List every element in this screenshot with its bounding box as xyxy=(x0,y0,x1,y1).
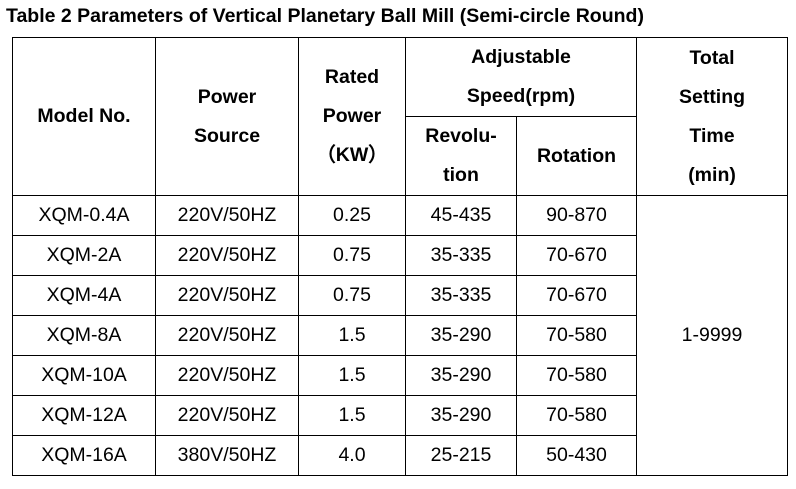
table-row: XQM-2A 220V/50HZ 0.75 35-335 70-670 xyxy=(12,235,788,276)
cell-rated-power: 0.25 xyxy=(298,195,406,236)
cell-rated-power: 0.75 xyxy=(298,235,406,276)
cell-power-source: 220V/50HZ xyxy=(155,235,299,276)
cell-power-source: 220V/50HZ xyxy=(155,275,299,316)
cell-model: XQM-8A xyxy=(12,315,156,356)
cell-model: XQM-16A xyxy=(12,435,156,476)
header-power-source-line: Power xyxy=(197,85,257,108)
table-row: XQM-4A 220V/50HZ 0.75 35-335 70-670 xyxy=(12,275,788,316)
header-total-setting-time: Total Setting Time (min) xyxy=(636,37,789,196)
cell-model: XQM-2A xyxy=(12,235,156,276)
header-rated-power: Rated Power （KW） xyxy=(298,37,406,196)
cell-rated-power: 0.75 xyxy=(298,275,406,316)
header-total-time-line: (min) xyxy=(688,163,736,186)
cell-revolution: 35-335 xyxy=(405,235,517,276)
header-adjustable-speed-line: Speed(rpm) xyxy=(466,85,576,107)
cell-rotation: 70-580 xyxy=(515,395,638,436)
header-power-source: Power Source xyxy=(155,37,299,196)
header-total-time-line: Time xyxy=(689,124,735,147)
cell-rotation: 70-670 xyxy=(515,235,638,276)
header-rated-power-line: Power xyxy=(322,105,382,127)
cell-rotation: 70-580 xyxy=(515,355,638,396)
table-row: XQM-8A 220V/50HZ 1.5 35-290 70-580 xyxy=(12,315,788,356)
cell-revolution: 35-290 xyxy=(405,355,517,396)
cell-power-source: 220V/50HZ xyxy=(155,315,299,356)
table-title: Table 2 Parameters of Vertical Planetary… xyxy=(6,5,644,27)
cell-model: XQM-10A xyxy=(12,355,156,396)
cell-rotation: 70-580 xyxy=(515,315,638,356)
cell-revolution: 45-435 xyxy=(405,195,517,236)
header-adjustable-speed: Adjustable Speed(rpm) xyxy=(404,37,638,117)
header-adjustable-speed-line: Adjustable xyxy=(471,46,571,68)
header-model: Model No. xyxy=(12,37,156,196)
cell-power-source: 220V/50HZ xyxy=(155,395,299,436)
table-row: XQM-16A 380V/50HZ 4.0 25-215 50-430 xyxy=(12,435,788,476)
cell-revolution: 25-215 xyxy=(405,435,517,476)
header-rated-power-line: （KW） xyxy=(316,144,388,166)
cell-model: XQM-12A xyxy=(12,395,156,436)
cell-power-source: 220V/50HZ xyxy=(155,355,299,396)
header-total-time-line: Total xyxy=(689,46,735,69)
cell-rated-power: 1.5 xyxy=(298,395,406,436)
header-rated-power-line: Rated xyxy=(324,66,380,88)
header-rotation: Rotation xyxy=(515,116,638,196)
header-revolution-line: Revolu- xyxy=(425,125,497,147)
cell-rotation: 70-670 xyxy=(515,275,638,316)
cell-revolution: 35-290 xyxy=(405,315,517,356)
parameters-table: Model No. Power Source Rated Power （KW） … xyxy=(12,37,789,476)
cell-revolution: 35-290 xyxy=(405,395,517,436)
cell-rated-power: 4.0 xyxy=(298,435,406,476)
cell-model: XQM-4A xyxy=(12,275,156,316)
cell-rotation: 90-870 xyxy=(515,195,638,236)
header-total-time-line: Setting xyxy=(678,85,746,108)
table-row: XQM-12A 220V/50HZ 1.5 35-290 70-580 xyxy=(12,395,788,436)
header-revolution-line: tion xyxy=(443,164,479,186)
cell-model: XQM-0.4A xyxy=(12,195,156,236)
cell-total-setting-time: 1-9999 xyxy=(636,195,789,476)
cell-rotation: 50-430 xyxy=(515,435,638,476)
cell-rated-power: 1.5 xyxy=(298,355,406,396)
header-revolution: Revolu- tion xyxy=(405,116,517,196)
cell-power-source: 380V/50HZ xyxy=(155,435,299,476)
header-power-source-line: Source xyxy=(193,124,261,147)
table-row: XQM-10A 220V/50HZ 1.5 35-290 70-580 xyxy=(12,355,788,396)
cell-power-source: 220V/50HZ xyxy=(155,195,299,236)
cell-rated-power: 1.5 xyxy=(298,315,406,356)
table-row: XQM-0.4A 220V/50HZ 0.25 45-435 90-870 1-… xyxy=(12,195,789,476)
cell-revolution: 35-335 xyxy=(405,275,517,316)
